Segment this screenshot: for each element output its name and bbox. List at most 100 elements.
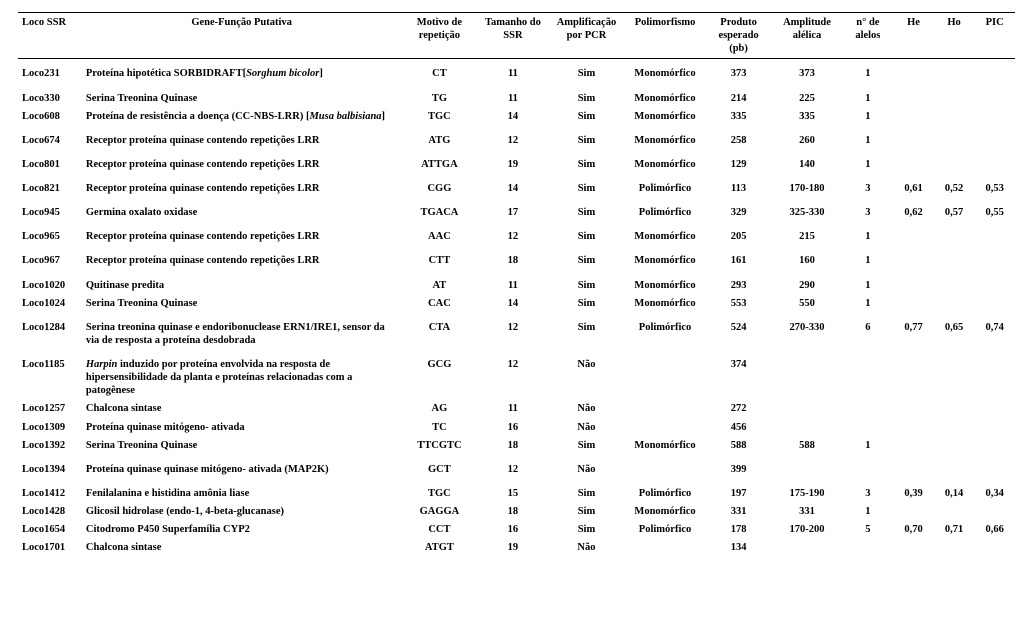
cell-tamanho: 14 <box>477 174 548 198</box>
cell-polimorf: Monomórfico <box>624 503 705 521</box>
cell-he <box>893 503 934 521</box>
cell-nalelos: 1 <box>843 295 894 313</box>
cell-gene: Fenilalanina e histidina amônia liase <box>82 479 402 503</box>
cell-amplif: Não <box>548 455 624 479</box>
cell-produto: 374 <box>706 350 772 400</box>
cell-amplif: Sim <box>548 84 624 108</box>
col-amplif: Amplificação por PCR <box>548 13 624 59</box>
cell-gene: Proteína quinase quinase mitógeno- ativa… <box>82 455 402 479</box>
cell-loco: Loco1428 <box>18 503 82 521</box>
cell-tamanho: 18 <box>477 246 548 270</box>
cell-amplitude: 170-180 <box>772 174 843 198</box>
cell-amplitude: 170-200 <box>772 521 843 539</box>
col-nalelos: n° de alelos <box>843 13 894 59</box>
cell-loco: Loco1284 <box>18 313 82 350</box>
cell-produto: 524 <box>706 313 772 350</box>
col-polimorf: Polimorfismo <box>624 13 705 59</box>
cell-amplif: Sim <box>548 150 624 174</box>
cell-pic <box>974 295 1015 313</box>
cell-polimorf: Monomórfico <box>624 126 705 150</box>
cell-loco: Loco967 <box>18 246 82 270</box>
cell-he <box>893 108 934 126</box>
cell-he <box>893 419 934 437</box>
cell-ho <box>934 400 975 418</box>
cell-amplitude: 175-190 <box>772 479 843 503</box>
cell-nalelos: 1 <box>843 222 894 246</box>
ssr-table: Loco SSR Gene-Função Putativa Motivo de … <box>18 12 1015 557</box>
cell-amplif: Sim <box>548 437 624 455</box>
cell-pic <box>974 150 1015 174</box>
cell-pic <box>974 437 1015 455</box>
cell-amplitude: 290 <box>772 271 843 295</box>
cell-polimorf: Polimórfico <box>624 313 705 350</box>
cell-polimorf: Monomórfico <box>624 271 705 295</box>
table-row: Loco1024Serina Treonina QuinaseCAC14SimM… <box>18 295 1015 313</box>
cell-amplitude: 160 <box>772 246 843 270</box>
cell-loco: Loco1257 <box>18 400 82 418</box>
cell-pic <box>974 419 1015 437</box>
cell-amplitude: 335 <box>772 108 843 126</box>
cell-nalelos: 3 <box>843 479 894 503</box>
cell-amplif: Não <box>548 419 624 437</box>
cell-motivo: TGC <box>401 479 477 503</box>
table-row: Loco608Proteína de resistência a doença … <box>18 108 1015 126</box>
cell-motivo: AT <box>401 271 477 295</box>
cell-loco: Loco801 <box>18 150 82 174</box>
cell-pic: 0,53 <box>974 174 1015 198</box>
table-row: Loco967Receptor proteína quinase contend… <box>18 246 1015 270</box>
cell-tamanho: 12 <box>477 313 548 350</box>
cell-amplif: Sim <box>548 246 624 270</box>
cell-gene: Serina Treonina Quinase <box>82 437 402 455</box>
cell-ho <box>934 271 975 295</box>
cell-produto: 553 <box>706 295 772 313</box>
cell-he <box>893 246 934 270</box>
cell-amplitude: 260 <box>772 126 843 150</box>
cell-pic <box>974 271 1015 295</box>
cell-ho <box>934 350 975 400</box>
cell-nalelos: 1 <box>843 503 894 521</box>
cell-gene: Serina treonina quinase e endoribonuclea… <box>82 313 402 350</box>
cell-ho: 0,71 <box>934 521 975 539</box>
cell-pic <box>974 108 1015 126</box>
cell-tamanho: 15 <box>477 479 548 503</box>
cell-polimorf: Polimórfico <box>624 479 705 503</box>
cell-he <box>893 84 934 108</box>
cell-amplif: Sim <box>548 271 624 295</box>
cell-motivo: TGACA <box>401 198 477 222</box>
cell-amplitude: 588 <box>772 437 843 455</box>
cell-nalelos: 1 <box>843 150 894 174</box>
cell-ho <box>934 150 975 174</box>
cell-tamanho: 18 <box>477 437 548 455</box>
cell-nalelos: 1 <box>843 84 894 108</box>
cell-gene: Receptor proteína quinase contendo repet… <box>82 246 402 270</box>
cell-tamanho: 19 <box>477 539 548 557</box>
cell-polimorf <box>624 539 705 557</box>
cell-gene: Receptor proteína quinase contendo repet… <box>82 222 402 246</box>
cell-he <box>893 437 934 455</box>
cell-he <box>893 539 934 557</box>
cell-produto: 129 <box>706 150 772 174</box>
cell-loco: Loco1392 <box>18 437 82 455</box>
cell-amplif: Sim <box>548 313 624 350</box>
cell-amplif: Não <box>548 400 624 418</box>
cell-amplitude: 325-330 <box>772 198 843 222</box>
cell-polimorf <box>624 350 705 400</box>
cell-he <box>893 150 934 174</box>
cell-tamanho: 14 <box>477 295 548 313</box>
cell-amplif: Sim <box>548 174 624 198</box>
cell-ho: 0,52 <box>934 174 975 198</box>
col-ho: Ho <box>934 13 975 59</box>
cell-motivo: CTA <box>401 313 477 350</box>
cell-motivo: TGC <box>401 108 477 126</box>
col-tamanho: Tamanho do SSR <box>477 13 548 59</box>
cell-motivo: TG <box>401 84 477 108</box>
cell-produto: 456 <box>706 419 772 437</box>
cell-he <box>893 350 934 400</box>
cell-nalelos: 1 <box>843 437 894 455</box>
table-row: Loco330Serina Treonina QuinaseTG11SimMon… <box>18 84 1015 108</box>
cell-loco: Loco674 <box>18 126 82 150</box>
cell-motivo: TC <box>401 419 477 437</box>
cell-pic <box>974 539 1015 557</box>
cell-tamanho: 18 <box>477 503 548 521</box>
cell-gene: Quitinase predita <box>82 271 402 295</box>
